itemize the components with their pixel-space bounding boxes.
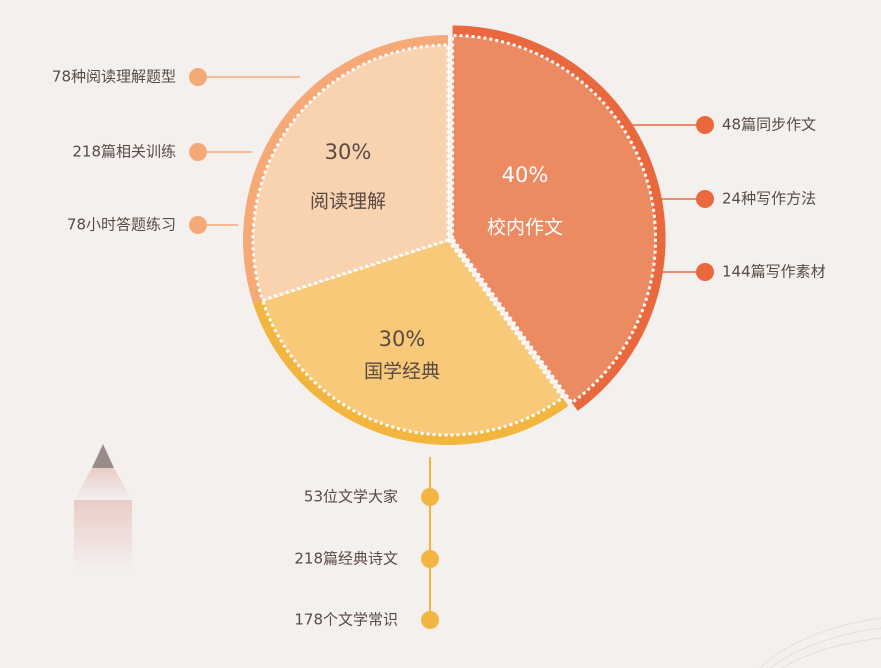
callout-item-label: 53位文学大家: [304, 488, 398, 506]
callout-dot: [421, 550, 439, 568]
slice-category-label: 国学经典: [364, 361, 440, 383]
callout-dot: [189, 68, 207, 86]
pencil-decoration-icon: [74, 444, 132, 570]
callout-item-label: 218篇经典诗文: [294, 550, 398, 568]
callout-item-label: 178个文学常识: [294, 611, 398, 629]
callout-item-label: 48篇同步作文: [722, 116, 816, 134]
slice-category-label: 校内作文: [487, 217, 563, 239]
callout-dot: [696, 190, 714, 208]
pie-slice: [261, 238, 565, 437]
pie-slice: [251, 43, 450, 302]
callout-item-label: 78小时答题练习: [67, 216, 176, 234]
callout-dot: [421, 611, 439, 629]
callout-dot: [696, 263, 714, 281]
pie-slice: [451, 34, 658, 405]
callout-dot: [421, 488, 439, 506]
callout-item-label: 144篇写作素材: [722, 263, 826, 281]
callout-item-label: 218篇相关训练: [72, 143, 176, 161]
callout-item-label: 24种写作方法: [722, 190, 816, 208]
slice-category-label: 阅读理解: [310, 191, 386, 213]
slice-percent-label: 30%: [325, 140, 372, 164]
callout-dot: [189, 143, 207, 161]
callout-dot: [696, 116, 714, 134]
callout-dot: [189, 216, 207, 234]
slice-percent-label: 40%: [502, 163, 549, 187]
callout-item-label: 78种阅读理解题型: [52, 68, 176, 86]
swirl-decoration: [759, 617, 881, 668]
slice-percent-label: 30%: [379, 327, 426, 351]
